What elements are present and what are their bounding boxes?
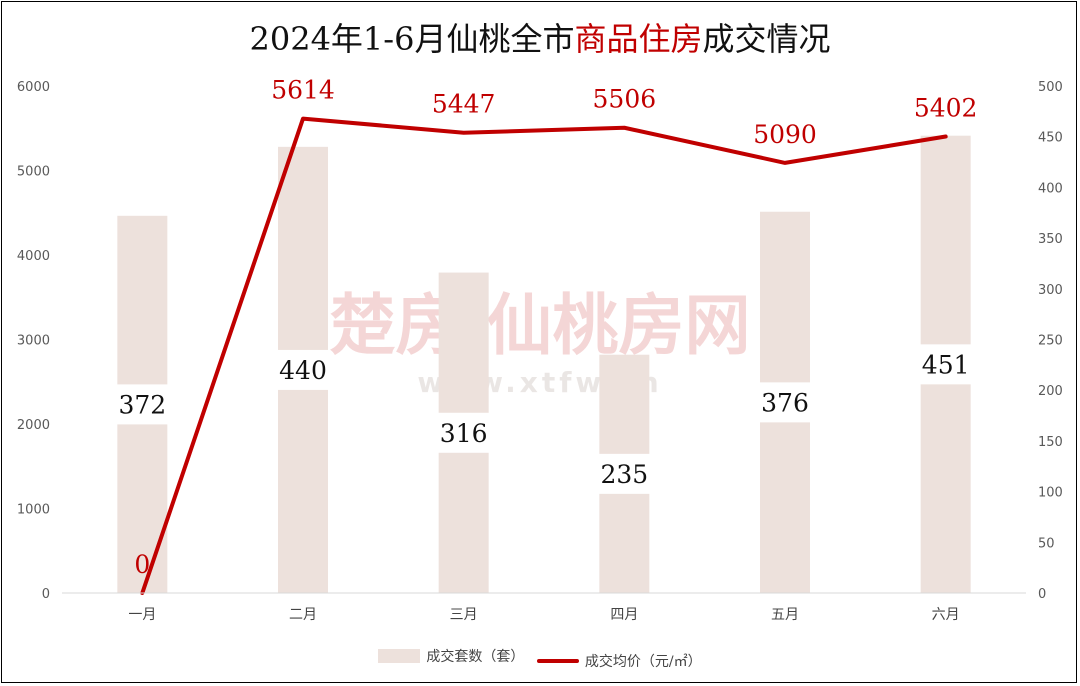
right-axis-tick-label: 250 — [1038, 334, 1063, 349]
bar-label-background — [115, 384, 170, 425]
left-axis-tick-label: 2000 — [17, 418, 50, 433]
axes-layer: 0100020003000400050006000050100150200250… — [17, 80, 1063, 623]
right-axis-tick-label: 450 — [1038, 131, 1063, 146]
title-part-1: 2024年1-6月仙桃全市 — [249, 20, 575, 58]
title-part-highlight: 商品住房 — [574, 20, 703, 58]
bar-label-background — [276, 349, 330, 390]
bar-label-background — [758, 382, 812, 423]
bar-data-label: 376 — [761, 388, 809, 417]
x-axis-tick-label: 三月 — [450, 607, 478, 623]
bar-label-background — [597, 453, 652, 494]
watermark: 楚房·仙桃房网 www.xtfw.cn — [329, 287, 750, 399]
title-part-3: 成交情况 — [702, 20, 831, 58]
left-axis-tick-label: 4000 — [17, 249, 50, 264]
legend-swatch-line — [536, 659, 579, 663]
watermark-line1: 楚房·仙桃房网 — [329, 287, 750, 364]
legend-item-line[interactable]: 成交均价（元/㎡） — [536, 651, 702, 671]
chart-title: 2024年1-6月仙桃全市商品住房成交情况 — [0, 14, 1080, 60]
right-axis-tick-label: 100 — [1038, 486, 1063, 501]
bar-label-background — [918, 344, 973, 385]
right-axis-tick-label: 200 — [1038, 384, 1063, 399]
right-axis-tick-label: 400 — [1038, 181, 1063, 196]
bars-layer: 372 440 316 235 376 451 — [115, 135, 973, 594]
left-axis-tick-label: 1000 — [17, 503, 50, 518]
line-data-label: 5090 — [753, 120, 817, 149]
line-data-label: 0 — [134, 550, 150, 579]
legend-item-bars[interactable]: 成交套数（套） — [378, 646, 524, 666]
right-axis-tick-label: 0 — [1038, 587, 1046, 602]
right-axis-tick-label: 300 — [1038, 283, 1063, 298]
x-axis-tick-label: 二月 — [289, 607, 317, 623]
x-axis-tick-label: 六月 — [932, 607, 960, 623]
bar-data-label: 440 — [279, 356, 327, 385]
line-data-label: 5447 — [432, 90, 496, 119]
legend-label-line: 成交均价（元/㎡） — [584, 654, 702, 670]
line-data-label: 5402 — [914, 94, 978, 123]
right-axis-tick-label: 500 — [1038, 80, 1063, 95]
right-axis-tick-label: 150 — [1038, 435, 1063, 450]
x-axis-tick-label: 一月 — [128, 607, 156, 623]
right-axis-tick-label: 350 — [1038, 232, 1063, 247]
left-axis-tick-label: 5000 — [17, 165, 50, 180]
line-data-label: 5506 — [593, 85, 657, 114]
left-axis-tick-label: 6000 — [17, 80, 50, 95]
bar-data-label: 235 — [600, 460, 648, 489]
bar-data-label: 316 — [440, 419, 488, 448]
bar-data-label: 372 — [118, 390, 166, 419]
line-layer: 0 5614 5447 5506 5090 5402 — [134, 76, 978, 595]
right-axis-tick-label: 50 — [1038, 536, 1055, 551]
left-axis-tick-label: 0 — [42, 587, 50, 602]
x-axis-tick-label: 四月 — [610, 607, 638, 623]
left-axis-tick-label: 3000 — [17, 334, 50, 349]
bar-data-label: 451 — [922, 350, 970, 379]
bar-label-background — [436, 412, 491, 453]
legend-label-bars: 成交套数（套） — [426, 649, 525, 665]
legend: 成交套数（套） 成交均价（元/㎡） — [0, 646, 1080, 671]
legend-swatch-bars — [378, 649, 421, 663]
line-series-path — [140, 116, 948, 595]
line-data-label: 5614 — [271, 76, 335, 105]
x-axis-tick-label: 五月 — [771, 607, 799, 623]
